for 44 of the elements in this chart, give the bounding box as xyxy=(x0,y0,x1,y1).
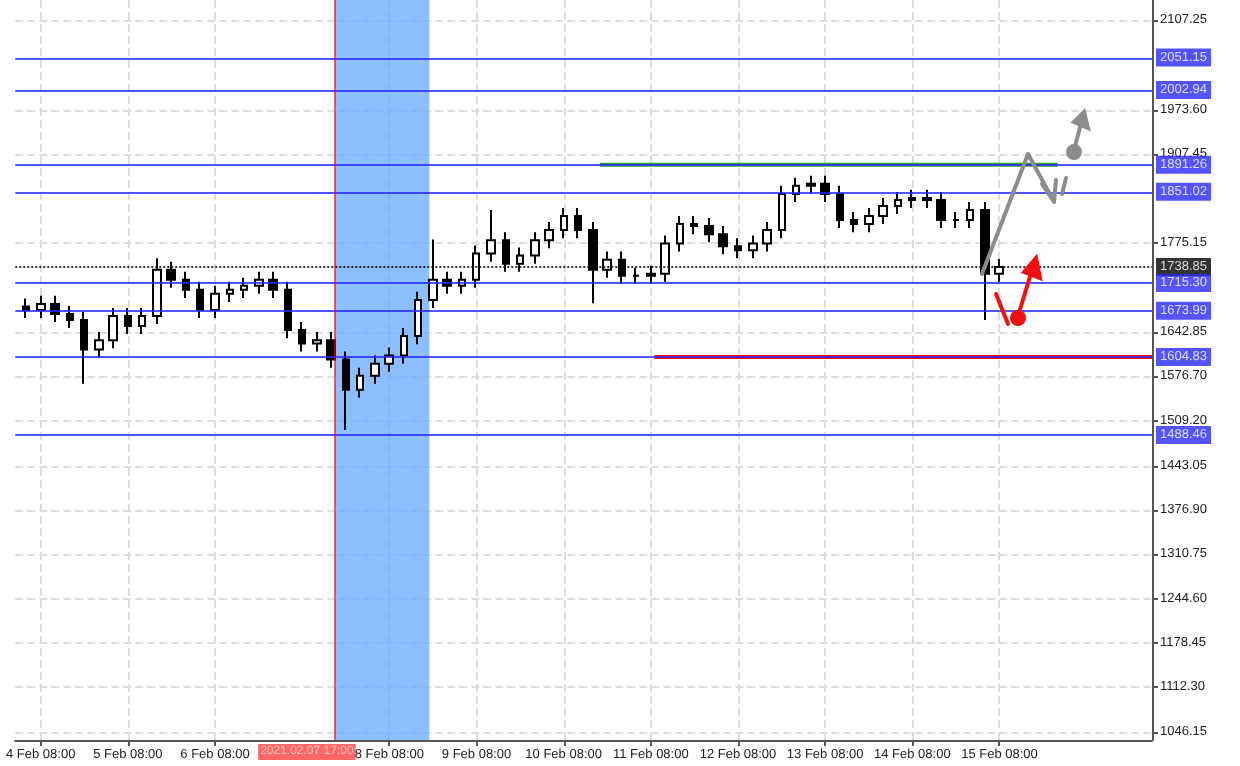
candlestick xyxy=(486,208,496,263)
candlestick xyxy=(748,234,758,260)
candlestick xyxy=(836,184,844,230)
candlestick xyxy=(414,290,422,346)
candlestick xyxy=(676,215,684,253)
candlestick xyxy=(966,200,974,230)
candlestick xyxy=(778,184,786,240)
candlestick xyxy=(108,306,118,350)
candlestick xyxy=(734,237,742,260)
candlestick xyxy=(952,211,960,230)
candlestick xyxy=(196,280,204,320)
candlestick xyxy=(94,331,104,359)
candlestick xyxy=(690,215,698,236)
candlestick xyxy=(226,280,234,303)
candlestick xyxy=(704,217,714,244)
candlestick xyxy=(908,188,916,209)
candlestick xyxy=(400,327,408,365)
candlestick xyxy=(210,284,220,320)
candlestick xyxy=(560,206,568,240)
candlestick xyxy=(878,196,888,226)
candlestick xyxy=(370,354,380,385)
candlestick xyxy=(544,221,554,250)
candlestick xyxy=(298,321,306,353)
candlestick xyxy=(864,206,874,234)
candlestick xyxy=(312,331,322,353)
candlestick xyxy=(894,190,902,216)
candlestick xyxy=(922,188,932,209)
candlestick xyxy=(240,276,248,299)
candlestick xyxy=(850,211,858,234)
candlestick xyxy=(80,310,88,385)
candlestick xyxy=(936,190,946,230)
candlestick xyxy=(806,174,816,195)
candlestick xyxy=(66,304,74,330)
candlestick xyxy=(22,297,30,320)
candlestick xyxy=(342,350,350,432)
candlestick xyxy=(124,306,132,336)
candlestick xyxy=(326,331,336,369)
candlestick xyxy=(574,206,582,240)
candlestick xyxy=(356,366,364,399)
candlestick xyxy=(138,306,146,336)
candlestick xyxy=(762,221,772,253)
candlestick xyxy=(284,280,292,340)
candlestick xyxy=(718,225,728,256)
candlestick xyxy=(36,294,46,320)
